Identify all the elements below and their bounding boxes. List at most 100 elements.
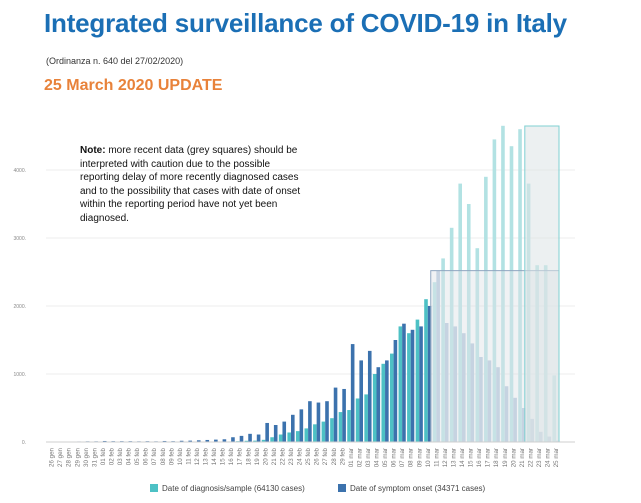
- x-tick-label: 27 feb: [322, 447, 329, 465]
- page-title: Integrated surveillance of COVID-19 in I…: [44, 8, 567, 38]
- x-tick-label: 12 feb: [194, 447, 201, 465]
- bar-diagnosis: [278, 434, 283, 442]
- bar-onset: [231, 437, 235, 442]
- y-tick-label: 0.: [22, 440, 26, 446]
- bar-onset: [410, 329, 415, 442]
- x-tick-label: 23 feb: [288, 447, 295, 465]
- bar-onset: [214, 439, 218, 442]
- x-tick-label: 05 feb: [134, 447, 141, 465]
- x-tick-label: 10 feb: [177, 447, 184, 465]
- x-tick-label: 04 feb: [126, 447, 133, 465]
- bar-diagnosis: [518, 129, 522, 442]
- bar-diagnosis: [432, 282, 437, 442]
- bar-diagnosis: [449, 227, 454, 442]
- x-tick-label: 06 mar: [391, 448, 398, 467]
- note-label: Note:: [80, 145, 106, 156]
- bar-diagnosis: [244, 440, 249, 442]
- x-tick-label: 10 mar: [425, 448, 432, 467]
- bar-onset: [521, 408, 526, 442]
- bar-diagnosis: [253, 440, 257, 442]
- bar-diagnosis: [458, 183, 462, 442]
- x-tick-label: 30 gen: [83, 447, 90, 466]
- bar-onset: [513, 397, 517, 442]
- x-tick-label: 27 gen: [57, 447, 64, 466]
- legend-swatch-onset: [338, 484, 346, 492]
- x-tick-label: 22 feb: [279, 447, 286, 465]
- bar-diagnosis: [261, 439, 266, 442]
- x-tick-label: 18 feb: [245, 447, 252, 465]
- bar-onset: [265, 422, 269, 442]
- bar-onset: [316, 402, 321, 442]
- bar-diagnosis: [304, 428, 309, 442]
- x-tick-label: 07 feb: [151, 447, 158, 465]
- x-tick-label: 09 mar: [416, 448, 423, 467]
- x-tick-label: 07 mar: [399, 448, 406, 467]
- x-tick-label: 15 feb: [220, 447, 227, 465]
- bar-onset: [299, 409, 304, 442]
- bar-onset: [291, 414, 295, 442]
- x-tick-label: 19 mar: [502, 448, 509, 467]
- bar-onset: [479, 357, 483, 442]
- bar-diagnosis: [407, 333, 411, 442]
- x-tick-label: 19 feb: [254, 447, 261, 465]
- bar-onset: [325, 401, 329, 442]
- bar-diagnosis: [295, 431, 300, 442]
- bar-onset: [256, 434, 261, 442]
- bar-onset: [333, 387, 338, 442]
- bar-onset: [376, 367, 381, 442]
- x-tick-label: 28 feb: [331, 447, 338, 465]
- x-tick-label: 12 mar: [442, 448, 449, 467]
- bar-onset: [427, 306, 432, 442]
- x-tick-label: 16 feb: [228, 447, 235, 465]
- x-tick-label: 11 mar: [433, 448, 440, 467]
- bar-diagnosis: [355, 398, 360, 442]
- bar-onset: [248, 433, 252, 442]
- y-tick-label: 2000.: [13, 304, 26, 310]
- bar-diagnosis: [372, 374, 377, 442]
- x-tick-label: 26 gen: [49, 447, 56, 466]
- bar-onset: [487, 360, 492, 442]
- x-tick-label: 14 mar: [459, 448, 466, 467]
- x-tick-label: 01 feb: [100, 447, 107, 465]
- x-tick-label: 11 feb: [185, 447, 192, 464]
- x-tick-label: 23 mar: [536, 448, 543, 467]
- bar-onset: [470, 343, 475, 442]
- bar-onset: [385, 360, 389, 442]
- y-tick-label: 4000.: [13, 168, 26, 174]
- x-tick-label: 17 mar: [485, 448, 492, 467]
- x-tick-label: 13 feb: [203, 447, 210, 465]
- x-tick-label: 13 mar: [450, 448, 457, 467]
- bar-onset: [462, 333, 466, 442]
- bar-onset: [504, 386, 509, 442]
- bar-diagnosis: [381, 363, 386, 442]
- bar-onset: [273, 425, 278, 442]
- x-tick-label: 03 mar: [365, 448, 372, 467]
- x-tick-label: 25 mar: [553, 448, 560, 467]
- bar-onset: [496, 367, 500, 442]
- bar-onset: [196, 440, 201, 442]
- bar-onset: [402, 323, 406, 442]
- ordinance-subtitle: (Ordinanza n. 640 del 27/02/2020): [46, 56, 184, 66]
- bar-onset: [367, 350, 372, 442]
- x-tick-label: 14 feb: [211, 447, 218, 465]
- x-tick-label: 22 mar: [527, 448, 534, 467]
- bar-diagnosis: [338, 412, 343, 442]
- note-text: more recent data (grey squares) should b…: [80, 145, 301, 224]
- bar-diagnosis: [330, 418, 334, 442]
- grey-box-diagnosis: [524, 125, 560, 443]
- bar-onset: [342, 388, 346, 442]
- bar-diagnosis: [270, 437, 274, 442]
- bar-onset: [444, 323, 449, 442]
- bar-onset: [453, 326, 458, 442]
- x-tick-label: 16 mar: [476, 448, 483, 467]
- x-tick-label: 03 feb: [117, 447, 124, 465]
- bar-diagnosis: [492, 139, 497, 442]
- legend-onset: Date of symptom onset (34371 cases): [338, 484, 485, 493]
- bar-diagnosis: [398, 326, 403, 442]
- update-date: 25 March 2020 UPDATE: [44, 77, 223, 94]
- legend-diagnosis: Date of diagnosis/sample (64130 cases): [150, 484, 305, 493]
- bar-onset: [359, 360, 363, 442]
- note-box: Note: more recent data (grey squares) sh…: [80, 144, 302, 226]
- bar-diagnosis: [466, 204, 471, 442]
